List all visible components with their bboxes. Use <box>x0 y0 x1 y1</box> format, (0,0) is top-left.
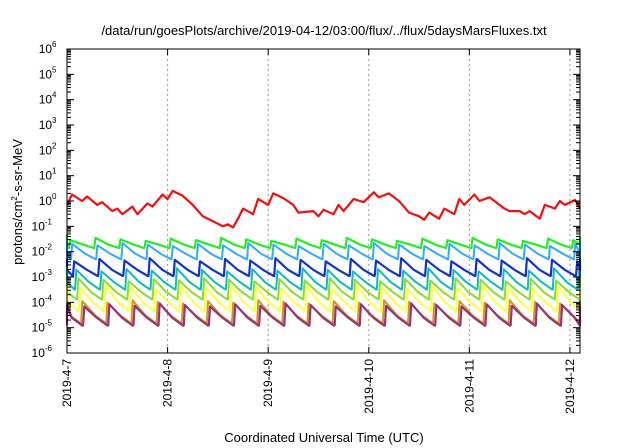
y-tick-label: 100 <box>39 192 57 208</box>
y-tick-label: 104 <box>39 91 57 107</box>
y-tick-label: 10-4 <box>32 293 53 309</box>
y-axis-title: protons/cm2-s-sr-MeV <box>10 139 25 265</box>
x-axis-title: Coordinated Universal Time (UTC) <box>224 430 423 445</box>
y-tick-label: 105 <box>39 65 57 81</box>
y-tick-label: 102 <box>39 141 57 157</box>
x-tick-label: 2019-4-8 <box>161 359 175 407</box>
series-line-1 <box>65 233 582 250</box>
series-line-4 <box>66 267 581 291</box>
y-tick-label: 103 <box>39 116 57 132</box>
series-line-5 <box>66 277 581 301</box>
y-tick-label: 10-3 <box>32 268 53 284</box>
y-tick-label: 101 <box>39 167 57 183</box>
y-tick-label: 10-2 <box>32 243 53 259</box>
series-line-2 <box>66 241 581 261</box>
series-line-0 <box>66 189 581 229</box>
y-axis-ticks: 10-6 10-5 10-4 10-3 10-2 10-1 100 101 102 103 104 1… <box>32 40 580 360</box>
y-tick-label: 10-1 <box>32 217 53 233</box>
y-tick-label: 10-6 <box>32 344 53 360</box>
y-tick-label: 10-5 <box>32 319 53 335</box>
series-line-8 <box>65 302 582 327</box>
x-tick-label: 2019-4-11 <box>462 359 476 413</box>
series-line-6 <box>66 284 581 313</box>
x-tick-label: 2019-4-9 <box>261 359 275 407</box>
x-tick-label: 2019-4-12 <box>563 359 577 414</box>
x-axis-ticks: 2019-4-7 2019-4-8 2019-4-9 2019-4-10 2019-4-… <box>60 49 577 414</box>
y-tick-label: 106 <box>39 40 57 56</box>
x-tick-label: 2019-4-7 <box>60 359 74 407</box>
chart-title: /data/run/goesPlots/archive/2019-04-12/0… <box>101 23 547 38</box>
data-series <box>65 189 582 327</box>
x-tick-label: 2019-4-10 <box>362 359 376 414</box>
series-line-3 <box>65 257 582 278</box>
